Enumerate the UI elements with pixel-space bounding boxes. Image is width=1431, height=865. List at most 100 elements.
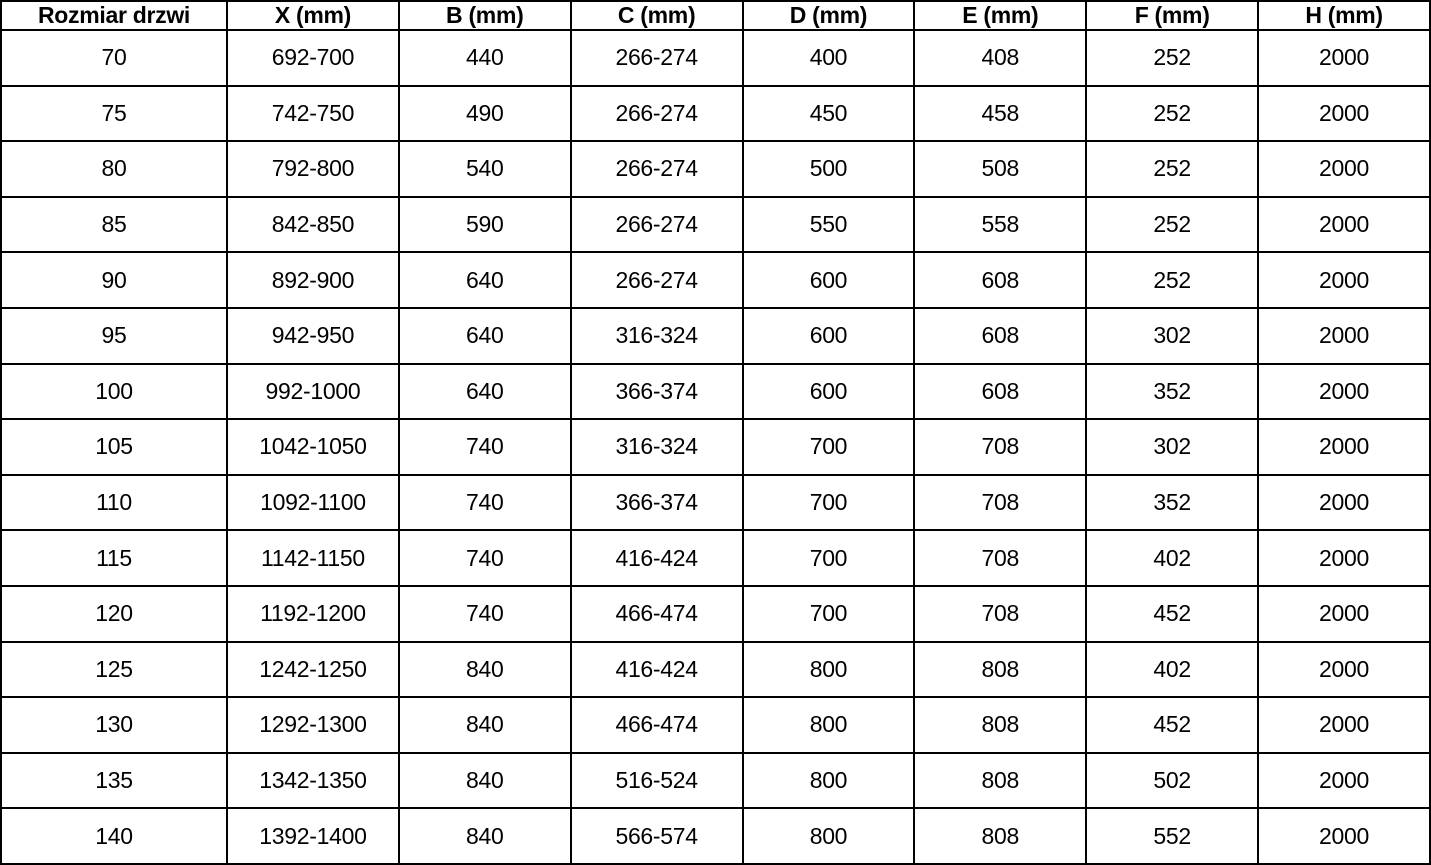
table-cell: 808 [913,696,1088,754]
header-row: Rozmiar drzwi X (mm) B (mm) C (mm) D (mm) E (… [0,0,1431,31]
table-cell: 2000 [1257,473,1431,532]
table-cell: 402 [1085,640,1260,699]
table-cell: 302 [1085,418,1260,476]
column-header: X (mm) [226,0,400,31]
table-cell: 840 [397,751,572,810]
table-cell: 490 [397,84,572,143]
table-row: 140 1392-1400 840 566-574 800 808 552 2000 [0,807,1431,865]
table-cell: 458 [913,84,1088,143]
table-cell: 1142-1150 [226,529,400,587]
table-cell: 252 [1085,251,1260,309]
column-header: E (mm) [913,0,1088,31]
table-cell: 402 [1085,529,1260,587]
table-cell: 640 [397,251,572,309]
table-row: 100 992-1000 640 366-374 600 608 352 2000 [0,362,1431,421]
table-cell: 135 [0,751,228,810]
table-cell: 600 [741,362,916,421]
table-cell: 800 [741,696,916,754]
table-cell: 352 [1085,362,1260,421]
table-cell: 440 [397,29,572,87]
table-cell: 600 [741,306,916,365]
table-cell: 302 [1085,306,1260,365]
table-cell: 266-274 [569,140,744,198]
table-cell: 90 [0,251,228,309]
table-cell: 600 [741,251,916,309]
table-cell: 640 [397,362,572,421]
table-cell: 740 [397,418,572,476]
table-cell: 2000 [1257,306,1431,365]
table-cell: 2000 [1257,640,1431,699]
table-cell: 800 [741,640,916,699]
table-cell: 500 [741,140,916,198]
table-cell: 700 [741,473,916,532]
table-cell: 416-424 [569,529,744,587]
table-cell: 452 [1085,584,1260,643]
table-cell: 566-574 [569,807,744,865]
table-cell: 316-324 [569,418,744,476]
table-cell: 140 [0,807,228,865]
table-cell: 942-950 [226,306,400,365]
table-cell: 466-474 [569,584,744,643]
table-cell: 550 [741,195,916,254]
table-cell: 992-1000 [226,362,400,421]
table-body: 70 692-700 440 266-274 400 408 252 2000 75 742-75… [0,29,1431,865]
table-cell: 252 [1085,140,1260,198]
table-cell: 708 [913,584,1088,643]
table-row: 75 742-750 490 266-274 450 458 252 2000 [0,84,1431,143]
table-cell: 416-424 [569,640,744,699]
table-cell: 808 [913,751,1088,810]
table-cell: 2000 [1257,195,1431,254]
table-cell: 840 [397,807,572,865]
table-cell: 792-800 [226,140,400,198]
table-cell: 740 [397,529,572,587]
table-cell: 100 [0,362,228,421]
table-cell: 2000 [1257,140,1431,198]
table-cell: 1342-1350 [226,751,400,810]
table-cell: 466-474 [569,696,744,754]
table-cell: 366-374 [569,473,744,532]
table-cell: 840 [397,696,572,754]
table-row: 85 842-850 590 266-274 550 558 252 2000 [0,195,1431,254]
table-row: 90 892-900 640 266-274 600 608 252 2000 [0,251,1431,309]
table-cell: 742-750 [226,84,400,143]
table-row: 95 942-950 640 316-324 600 608 302 2000 [0,306,1431,365]
table-cell: 740 [397,584,572,643]
table-cell: 800 [741,807,916,865]
table-header: Rozmiar drzwi X (mm) B (mm) C (mm) D (mm) E (… [0,0,1431,31]
table-cell: 115 [0,529,228,587]
table-cell: 808 [913,640,1088,699]
table-cell: 110 [0,473,228,532]
table-cell: 120 [0,584,228,643]
table-cell: 266-274 [569,29,744,87]
table-cell: 75 [0,84,228,143]
table-cell: 2000 [1257,696,1431,754]
table-cell: 366-374 [569,362,744,421]
table-cell: 608 [913,306,1088,365]
table-cell: 516-524 [569,751,744,810]
table-cell: 892-900 [226,251,400,309]
table-cell: 840 [397,640,572,699]
column-header: C (mm) [569,0,744,31]
table-cell: 2000 [1257,362,1431,421]
table-cell: 130 [0,696,228,754]
table-cell: 70 [0,29,228,87]
table-cell: 1092-1100 [226,473,400,532]
table-cell: 266-274 [569,195,744,254]
table-cell: 552 [1085,807,1260,865]
table-cell: 352 [1085,473,1260,532]
table-cell: 800 [741,751,916,810]
column-header: H (mm) [1257,0,1431,31]
table-cell: 700 [741,418,916,476]
table-cell: 640 [397,306,572,365]
table-cell: 708 [913,418,1088,476]
table-cell: 450 [741,84,916,143]
table-cell: 125 [0,640,228,699]
table-cell: 708 [913,473,1088,532]
column-header: F (mm) [1085,0,1260,31]
column-header: D (mm) [741,0,916,31]
table-row: 135 1342-1350 840 516-524 800 808 502 2000 [0,751,1431,810]
table-row: 70 692-700 440 266-274 400 408 252 2000 [0,29,1431,87]
table-cell: 2000 [1257,84,1431,143]
table-cell: 452 [1085,696,1260,754]
